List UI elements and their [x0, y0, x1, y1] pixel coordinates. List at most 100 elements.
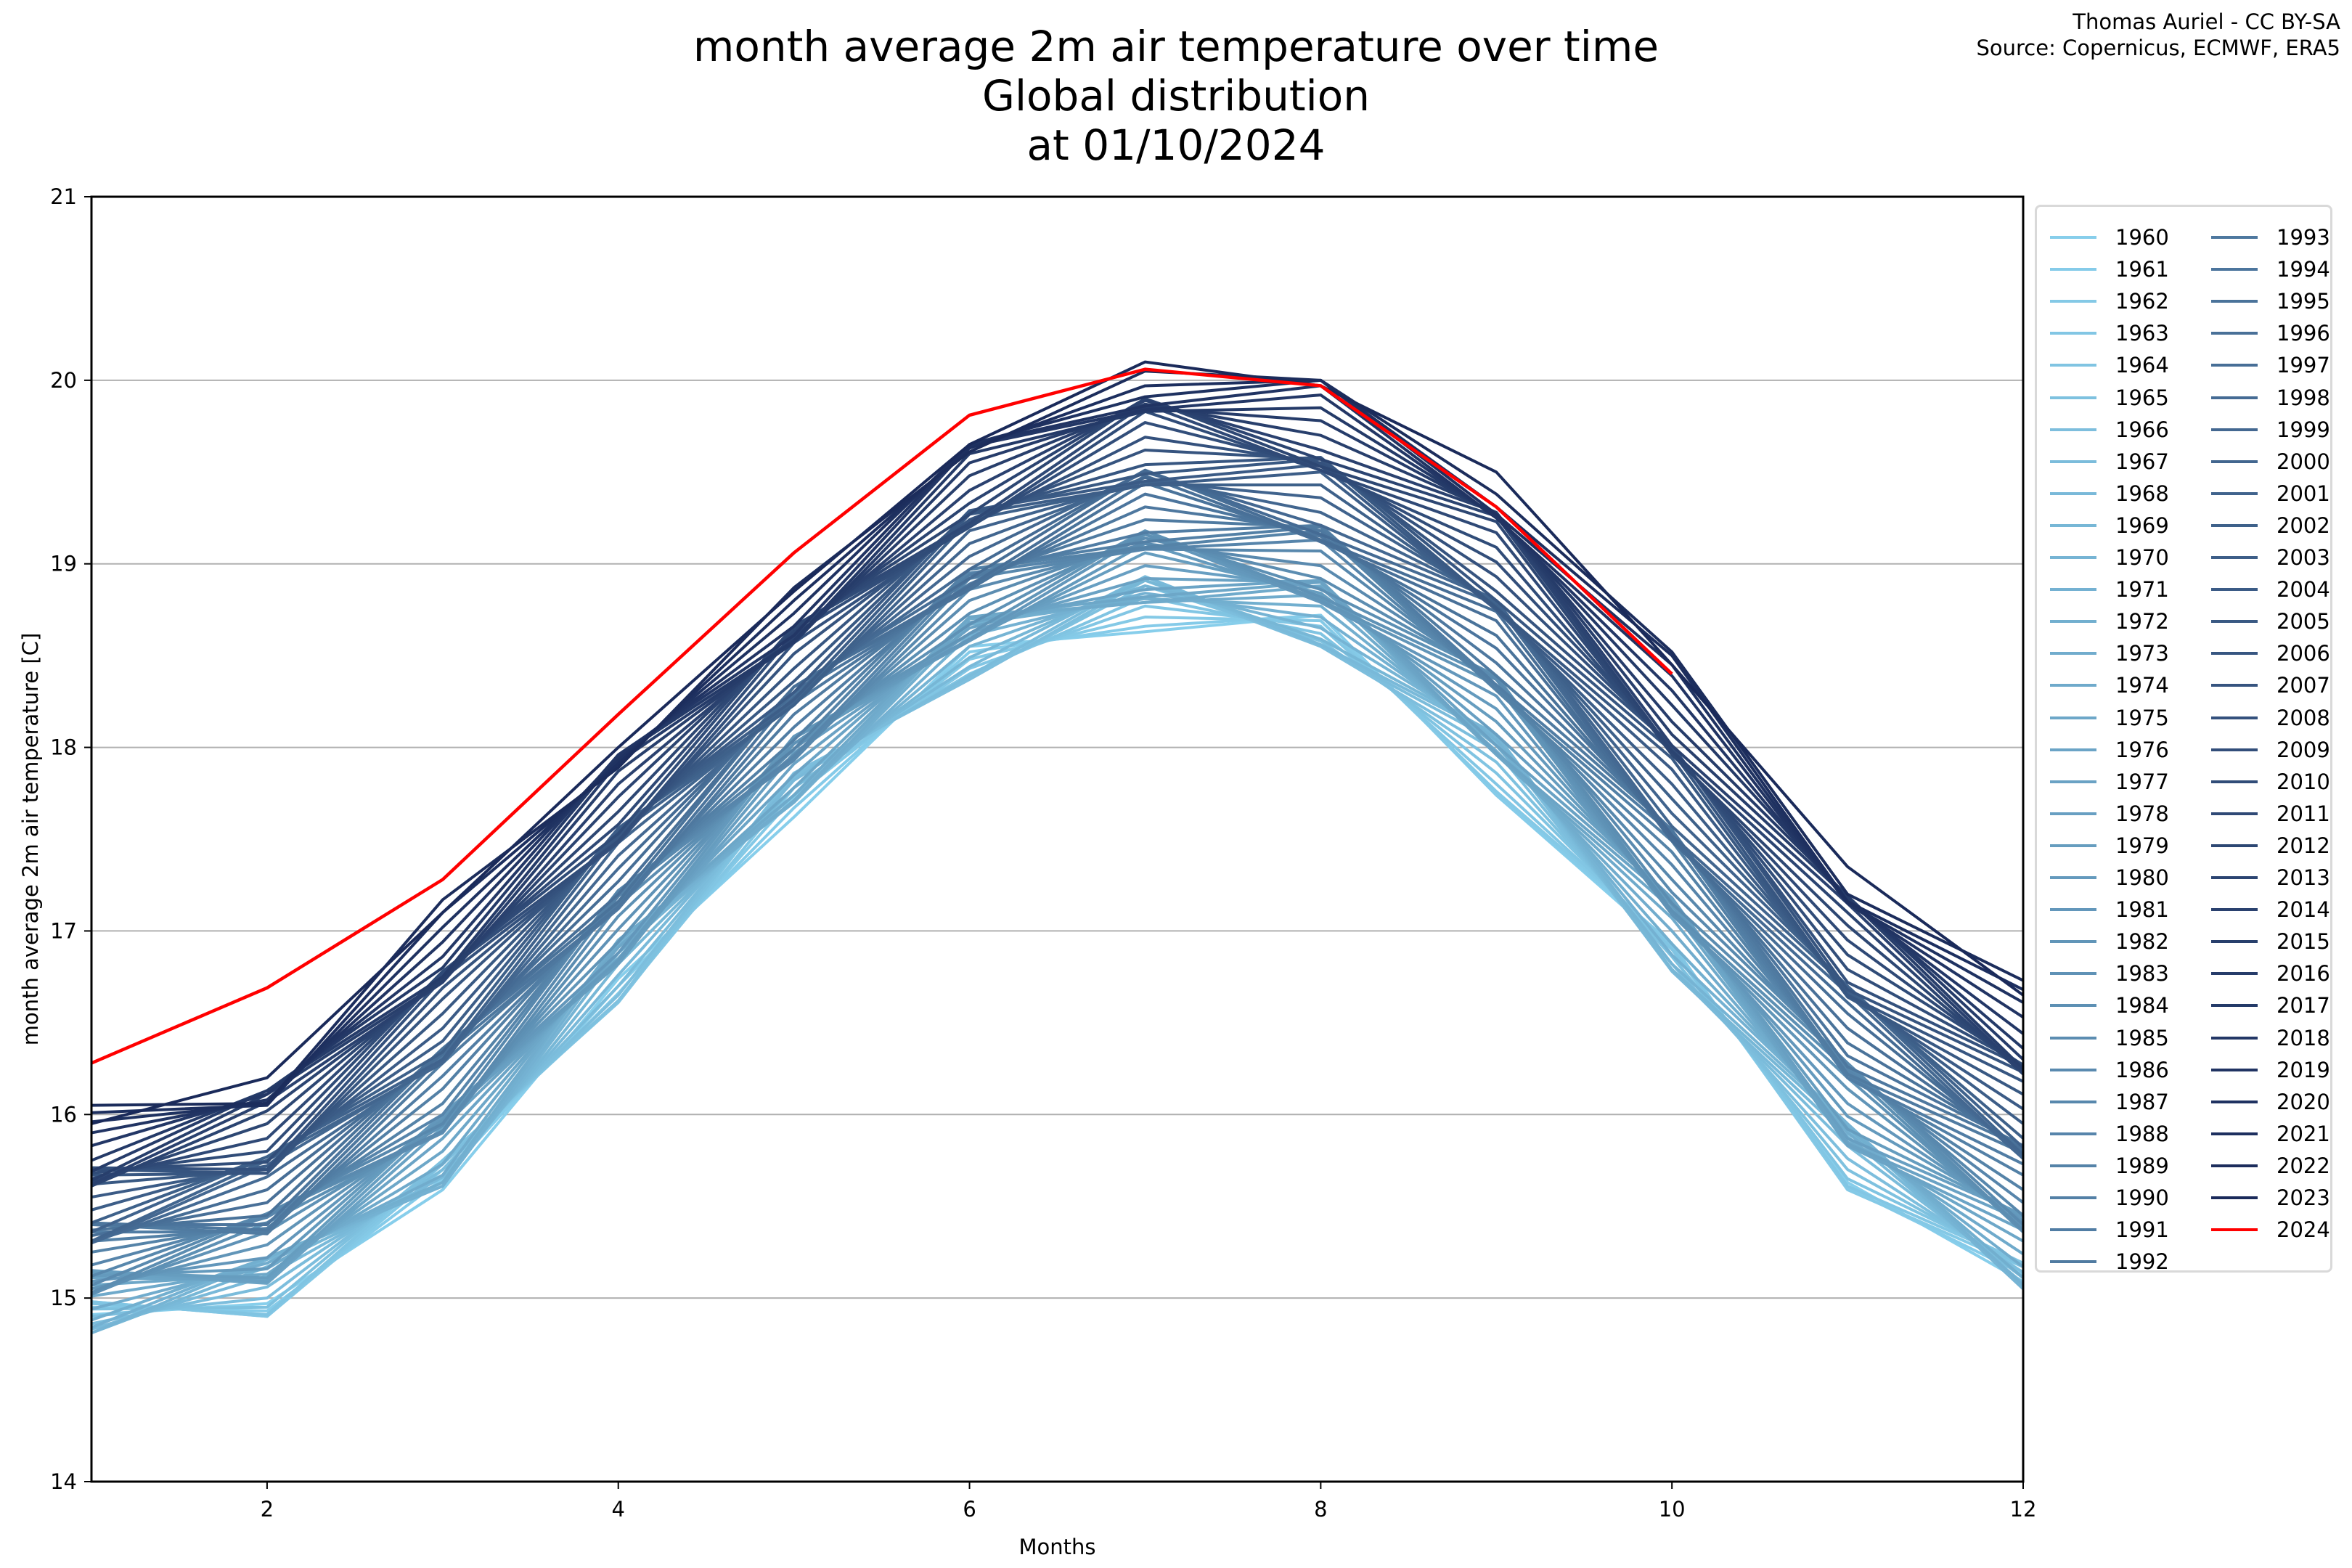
legend-item-1987: 1987 — [2050, 1087, 2169, 1116]
legend-swatch — [2211, 1132, 2258, 1135]
legend-swatch — [2050, 236, 2096, 239]
legend-item-2009: 2009 — [2211, 735, 2330, 764]
legend-item-2002: 2002 — [2211, 511, 2330, 540]
legend-item-1966: 1966 — [2050, 415, 2169, 444]
x-tick-label: 2 — [261, 1497, 274, 1522]
series-line-2014 — [91, 399, 2025, 1186]
series-line-2004 — [91, 463, 2025, 1199]
credit-author: Thomas Auriel - CC BY-SA — [2073, 9, 2340, 34]
series-line-2009 — [91, 421, 2024, 1172]
legend-item-1982: 1982 — [2050, 927, 2169, 956]
legend-swatch — [2050, 1132, 2096, 1135]
legend-swatch — [2050, 1228, 2096, 1232]
legend-swatch — [2050, 332, 2096, 335]
legend-label: 2009 — [2277, 737, 2330, 762]
legend-item-1977: 1977 — [2050, 767, 2169, 796]
legend-label: 1963 — [2115, 321, 2169, 346]
legend-item-1962: 1962 — [2050, 287, 2169, 316]
legend-label: 1972 — [2115, 609, 2169, 634]
legend-swatch — [2050, 1068, 2096, 1071]
legend-swatch — [2050, 812, 2096, 815]
legend-item-1961: 1961 — [2050, 255, 2169, 284]
legend-label: 1979 — [2115, 833, 2169, 858]
legend-swatch — [2050, 876, 2096, 879]
legend-label: 2022 — [2277, 1153, 2330, 1178]
legend-label: 1991 — [2115, 1217, 2169, 1243]
legend-item-2004: 2004 — [2211, 575, 2330, 604]
legend-item-2020: 2020 — [2211, 1087, 2330, 1116]
legend-label: 1982 — [2115, 929, 2169, 955]
legend-label: 1976 — [2115, 737, 2169, 762]
x-axis-label: Months — [1018, 1535, 1095, 1559]
legend-label: 2012 — [2277, 833, 2330, 858]
legend-label: 2018 — [2277, 1025, 2330, 1050]
legend-item-1976: 1976 — [2050, 735, 2169, 764]
legend-swatch — [2211, 428, 2258, 431]
legend-item-1984: 1984 — [2050, 991, 2169, 1020]
legend-swatch — [2050, 908, 2096, 912]
legend-item-2005: 2005 — [2211, 607, 2330, 636]
legend-swatch — [2050, 556, 2096, 559]
series-line-1987 — [91, 547, 2025, 1278]
legend-label: 1995 — [2277, 289, 2330, 314]
legend-item-1992: 1992 — [2050, 1247, 2169, 1276]
legend-label: 1964 — [2115, 353, 2169, 378]
series-line-2005 — [91, 457, 2024, 1186]
legend-swatch — [2050, 1196, 2096, 1199]
legend-item-1997: 1997 — [2211, 351, 2330, 380]
legend-swatch — [2211, 588, 2258, 592]
legend-item-2019: 2019 — [2211, 1055, 2330, 1085]
legend-swatch — [2211, 523, 2258, 527]
legend-item-1965: 1965 — [2050, 383, 2169, 412]
legend-item-1971: 1971 — [2050, 575, 2169, 604]
series-line-1988 — [91, 538, 2025, 1267]
legend-label: 1974 — [2115, 673, 2169, 698]
y-tick-label: 17 — [50, 918, 77, 943]
legend-item-2006: 2006 — [2211, 639, 2330, 668]
legend-swatch — [2050, 1164, 2096, 1167]
legend-item-1968: 1968 — [2050, 479, 2169, 508]
legend-item-1994: 1994 — [2211, 255, 2330, 284]
legend-swatch — [2050, 844, 2096, 847]
legend-item-2000: 2000 — [2211, 447, 2330, 476]
legend-item-2011: 2011 — [2211, 799, 2330, 828]
series-line-2006 — [91, 456, 2024, 1177]
legend-swatch — [2211, 396, 2258, 399]
legend-label: 2008 — [2277, 705, 2330, 730]
legend-swatch — [2211, 844, 2258, 847]
y-tick-label: 15 — [50, 1286, 77, 1310]
legend-label: 1990 — [2115, 1185, 2169, 1210]
legend-swatch — [2211, 652, 2258, 656]
legend-label: 1968 — [2115, 481, 2169, 506]
legend-item-1963: 1963 — [2050, 319, 2169, 348]
legend-item-1979: 1979 — [2050, 831, 2169, 860]
y-tick-label: 18 — [50, 735, 77, 760]
legend-label: 2024 — [2277, 1217, 2330, 1243]
legend-swatch — [2211, 908, 2258, 912]
legend-item-2022: 2022 — [2211, 1151, 2330, 1180]
legend-label: 2002 — [2277, 513, 2330, 538]
legend-swatch — [2050, 1260, 2096, 1264]
legend-item-1967: 1967 — [2050, 447, 2169, 476]
legend-swatch — [2211, 300, 2258, 303]
legend-swatch — [2211, 1004, 2258, 1008]
series-line-1971 — [91, 592, 2025, 1329]
series-line-1989 — [91, 529, 2025, 1254]
legend-label: 1987 — [2115, 1089, 2169, 1114]
legend-item-2001: 2001 — [2211, 479, 2330, 508]
legend-label: 2010 — [2277, 769, 2330, 794]
legend-label: 1986 — [2115, 1057, 2169, 1082]
legend-label: 2007 — [2277, 673, 2330, 698]
legend-item-1972: 1972 — [2050, 607, 2169, 636]
legend-item-1995: 1995 — [2211, 287, 2330, 316]
legend-swatch — [2050, 780, 2096, 783]
legend-item-2023: 2023 — [2211, 1183, 2330, 1212]
legend-swatch — [2211, 780, 2258, 783]
legend-swatch — [2050, 1004, 2096, 1008]
legend-label: 1981 — [2115, 897, 2169, 923]
legend-label: 1960 — [2115, 225, 2169, 250]
y-tick-label: 19 — [50, 552, 77, 576]
legend-item-2024: 2024 — [2211, 1215, 2330, 1244]
legend-item-1990: 1990 — [2050, 1183, 2169, 1212]
